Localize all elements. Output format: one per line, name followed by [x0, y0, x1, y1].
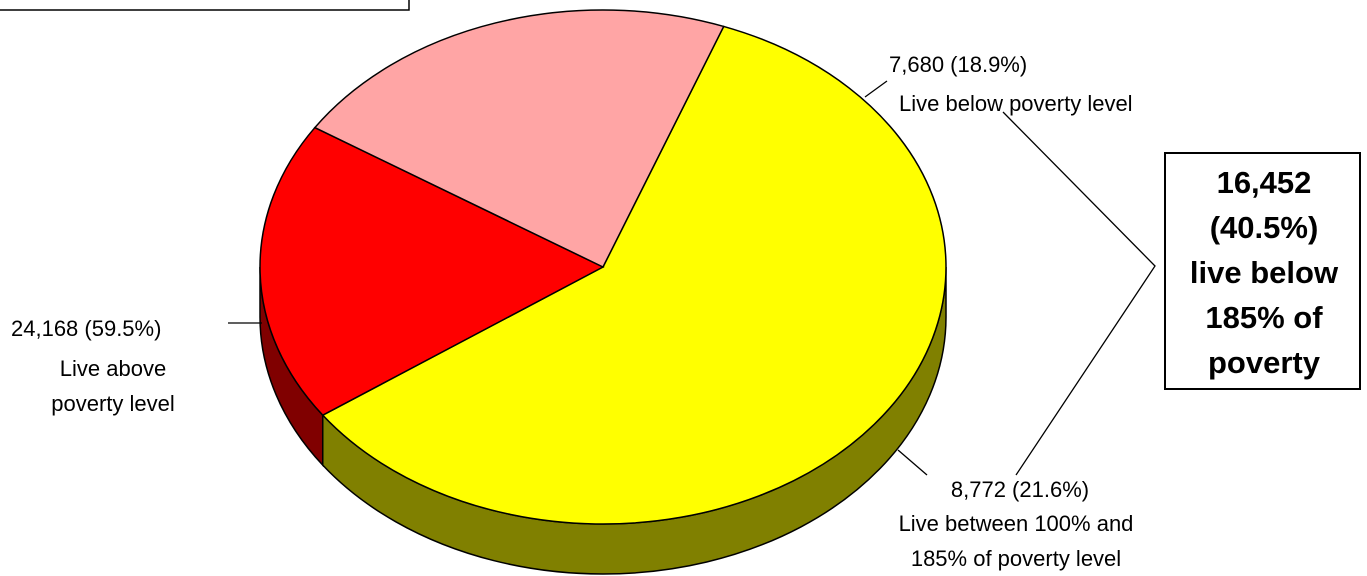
- callout-line-4: 185% of: [1205, 300, 1323, 335]
- leader-between-poverty: [897, 449, 928, 476]
- label-between-poverty: 8,772 (21.6%) Live between 100% and 185%…: [899, 477, 1134, 571]
- leader-lines: [228, 80, 1156, 476]
- label-below-poverty: 7,680 (18.9%) Live below poverty level: [889, 52, 1133, 116]
- bracket-line: [1002, 111, 1156, 476]
- slice-between-poverty: [313, 9, 725, 268]
- label-above-poverty: 24,168 (59.5%) Live above poverty level: [11, 316, 175, 416]
- slice-above-poverty: [321, 25, 947, 525]
- callout-line-1: 16,452: [1217, 165, 1312, 200]
- label-between-poverty-desc-1: Live between 100% and: [899, 511, 1134, 536]
- label-between-poverty-desc-2: 185% of poverty level: [911, 546, 1121, 571]
- slice-below-poverty: [259, 126, 605, 417]
- callout-line-3: live below: [1190, 255, 1339, 290]
- label-above-poverty-value: 24,168 (59.5%): [11, 316, 161, 341]
- top-left-box-edge: [0, 0, 410, 11]
- callout-line-5: poverty: [1208, 345, 1321, 380]
- callout-box-border: [1164, 152, 1361, 390]
- callout-line-2: (40.5%): [1210, 210, 1319, 245]
- label-below-poverty-desc-1: Live below poverty level: [899, 91, 1133, 116]
- label-between-poverty-value: 8,772 (21.6%): [951, 477, 1089, 502]
- pie-slices: [259, 9, 947, 525]
- label-above-poverty-desc-2: poverty level: [51, 391, 175, 416]
- callout-box: 16,452 (40.5%) live below 185% of povert…: [1164, 152, 1361, 390]
- leader-below-poverty: [864, 80, 888, 98]
- label-below-poverty-value: 7,680 (18.9%): [889, 52, 1027, 77]
- label-above-poverty-desc-1: Live above: [60, 356, 166, 381]
